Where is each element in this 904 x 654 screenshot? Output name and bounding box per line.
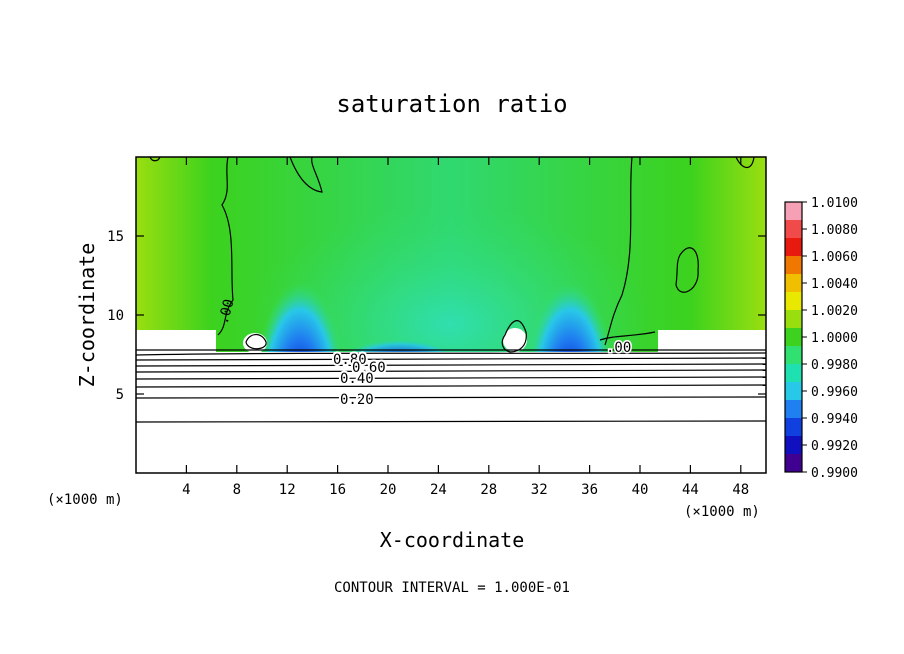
x-tick-label: 16 <box>329 482 346 498</box>
x-tick-label: 44 <box>682 482 699 498</box>
x-tick-label: 24 <box>430 482 447 498</box>
colorbar-segment <box>785 310 802 329</box>
colorbar-tick-label: 0.9940 <box>811 412 858 427</box>
contour-interval-note: CONTOUR INTERVAL = 1.000E-01 <box>334 580 570 596</box>
heatmap-field <box>136 157 766 473</box>
colorbar-tick-label: 1.0100 <box>811 196 858 211</box>
colorbar-tick-label: 1.0040 <box>811 277 858 292</box>
x-tick-label: 12 <box>279 482 296 498</box>
colorbar-tick-label: 1.0080 <box>811 223 858 238</box>
colorbar-tick-label: 0.9960 <box>811 385 858 400</box>
chart-title: saturation ratio <box>336 90 567 118</box>
colorbar-segment <box>785 202 802 221</box>
x-tick-label: 28 <box>480 482 497 498</box>
contour-label: .00 <box>606 340 631 356</box>
colorbar-segment <box>785 454 802 473</box>
x-tick-label: 40 <box>632 482 649 498</box>
x-tick-label: 48 <box>732 482 749 498</box>
colorbar-segment <box>785 382 802 401</box>
colorbar-segment <box>785 400 802 419</box>
contour-label: 0.80 <box>333 352 367 368</box>
colorbar-segment <box>785 238 802 257</box>
colorbar-tick-label: 1.0020 <box>811 304 858 319</box>
colorbar-tick-label: 1.0000 <box>811 331 858 346</box>
colorbar-tick-label: 0.9980 <box>811 358 858 373</box>
x-unit-left: (×1000 m) <box>47 492 123 508</box>
y-axis-label: Z-coordinate <box>75 243 99 388</box>
colorbar-segment <box>785 346 802 365</box>
colorbar: 1.0100 1.0080 1.0060 1.0040 1.0020 1.0000 0.99… <box>784 196 858 481</box>
contour-label: 0.20 <box>340 392 374 408</box>
y-tick-label: 10 <box>107 308 124 324</box>
x-tick-label: 36 <box>581 482 598 498</box>
colorbar-tick-label: 0.9920 <box>811 439 858 454</box>
colorbar-segment <box>785 436 802 455</box>
y-axis: 5 10 15 <box>107 229 766 403</box>
x-tick-label: 20 <box>380 482 397 498</box>
colorbar-segment <box>785 274 802 293</box>
x-axis-label: X-coordinate <box>380 528 525 552</box>
colorbar-tick-label: 1.0060 <box>811 250 858 265</box>
colorbar-segment <box>785 328 802 347</box>
x-tick-label: 4 <box>182 482 190 498</box>
contour-label: 0.60 <box>352 360 386 376</box>
colorbar-segment <box>785 220 802 239</box>
contour-lines <box>135 156 767 423</box>
x-unit-right: (×1000 m) <box>684 504 760 520</box>
colorbar-tick-label: 0.9900 <box>811 466 858 481</box>
contour-labels: 0.80 0.60 0.40 0.20 .00 .00 <box>216 297 633 410</box>
x-tick-label: 32 <box>531 482 548 498</box>
colorbar-segment <box>785 292 802 311</box>
y-tick-label: 15 <box>107 229 124 245</box>
colorbar-segment <box>785 256 802 275</box>
y-tick-label: 5 <box>116 387 124 403</box>
colorbar-segment <box>785 418 802 437</box>
colorbar-segment <box>785 364 802 383</box>
x-axis: 4 8 12 16 20 24 28 32 36 40 44 48 <box>182 157 749 498</box>
contour-label: .00 <box>216 297 238 326</box>
x-tick-label: 8 <box>233 482 241 498</box>
contour-label: 0.40 <box>340 371 374 387</box>
